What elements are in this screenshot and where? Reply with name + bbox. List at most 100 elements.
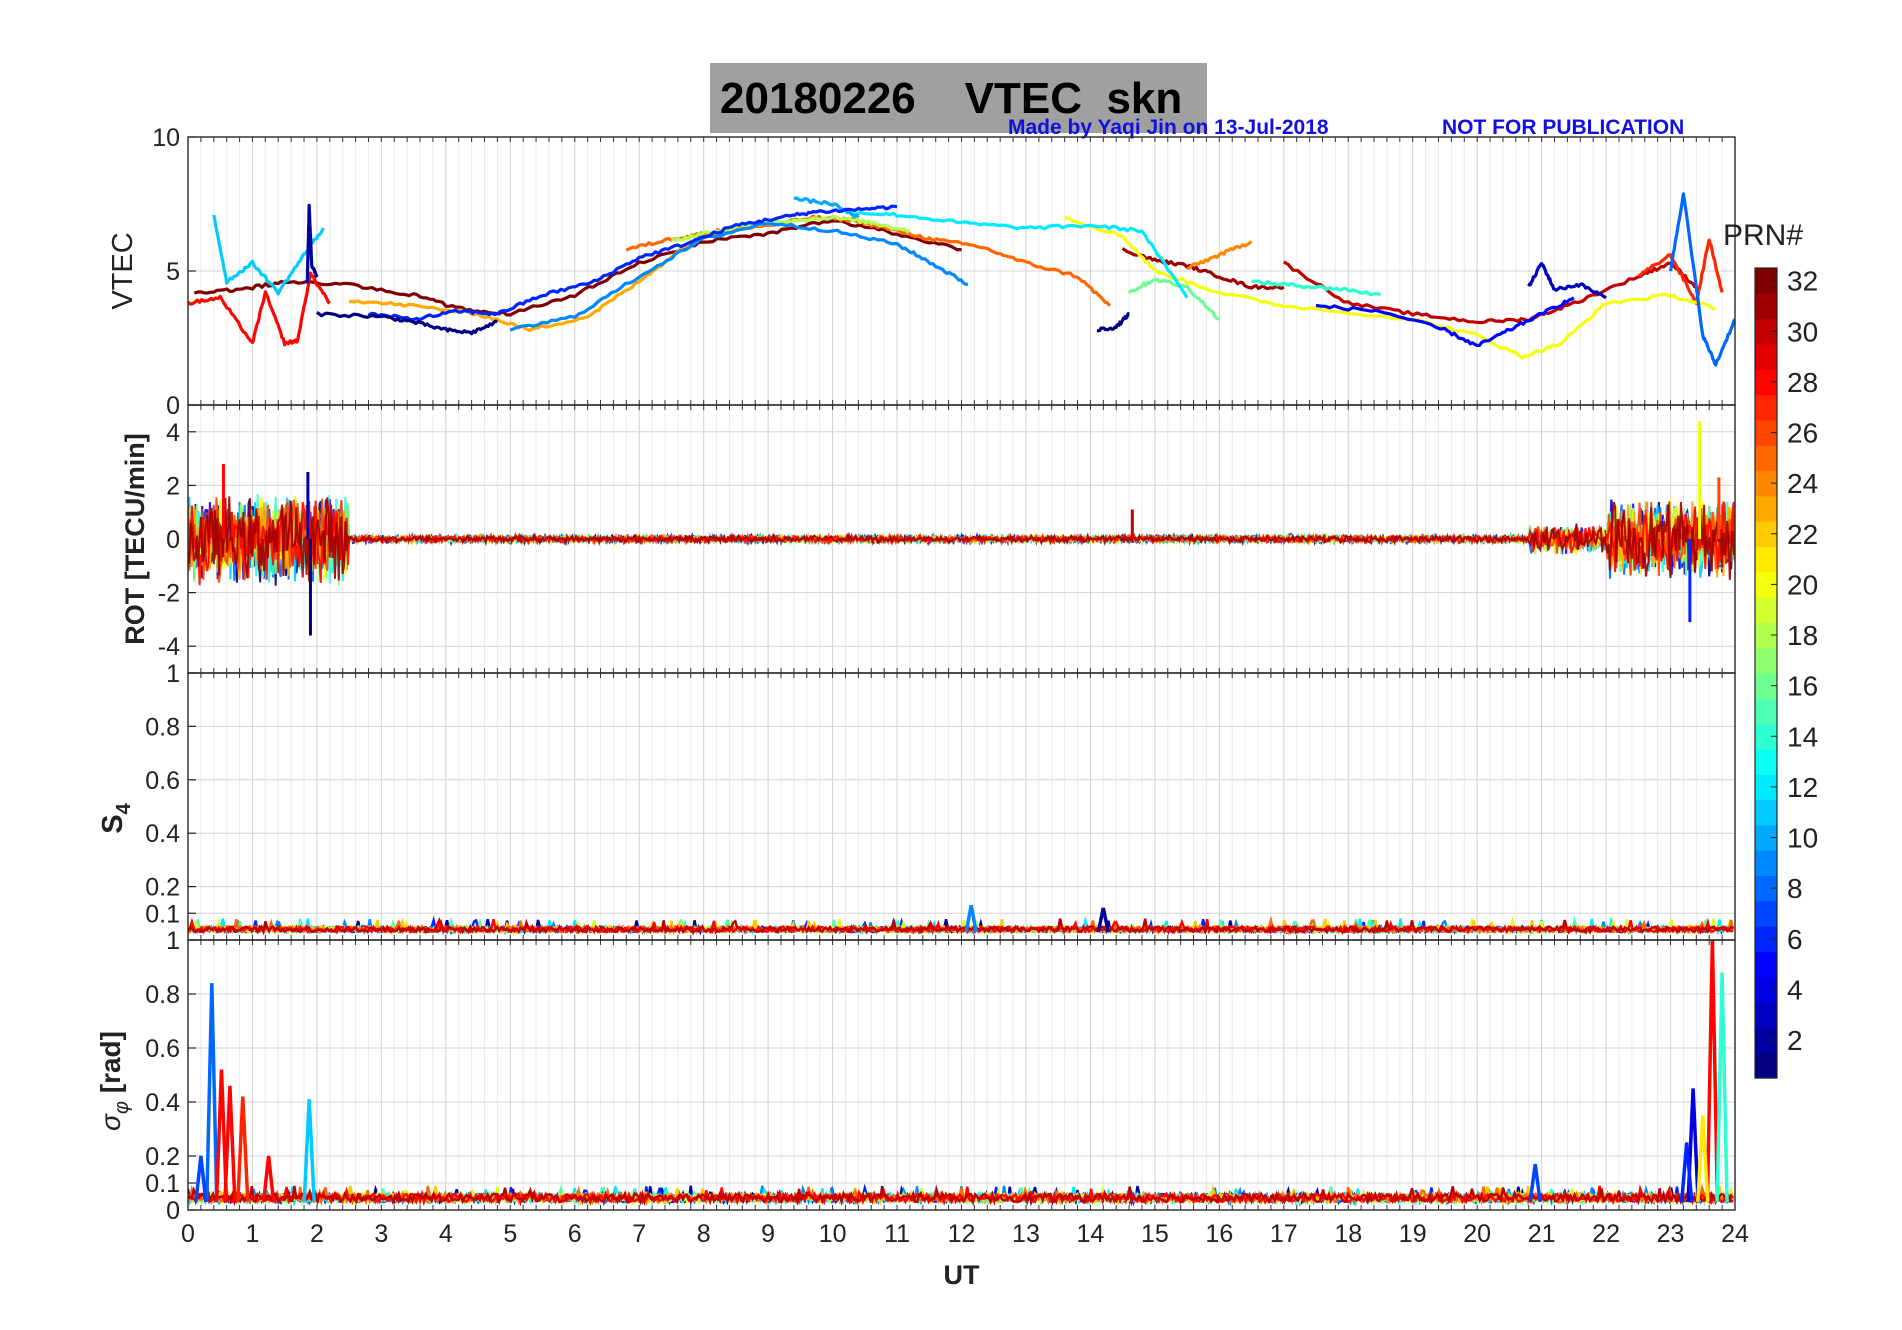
y-tick-label: 1 (166, 927, 180, 955)
x-tick-label: 4 (439, 1220, 453, 1248)
y-tick-label: 0.2 (145, 874, 180, 902)
colorbar-cell (1755, 394, 1777, 421)
colorbar-cell (1755, 875, 1777, 902)
y-tick-label: 0.4 (145, 820, 180, 848)
x-tick-label: 9 (761, 1220, 775, 1248)
chart-title: 20180226 VTEC skn (720, 74, 1183, 123)
colorbar-cell (1755, 799, 1777, 826)
colorbar-tick-label: 24 (1787, 468, 1818, 499)
colorbar-cell (1755, 293, 1777, 320)
axes-frame (187, 939, 1736, 1211)
vtec-series-line (625, 214, 1112, 307)
vtec-series-line (509, 222, 969, 332)
panel-vtec: 0 5 10 VTEC (107, 124, 1736, 420)
y-tick-label: 0 (166, 1197, 180, 1225)
colorbar-cell (1755, 369, 1777, 396)
y-tick-label: 0.4 (145, 1089, 180, 1117)
title-background (710, 63, 1207, 133)
x-tick-label: 5 (503, 1220, 517, 1248)
colorbar-tick-label: 12 (1787, 772, 1818, 803)
x-tick-label: 2 (310, 1220, 324, 1248)
y-tick-label: 0 (166, 392, 180, 420)
colorbar-tick-label: 28 (1787, 367, 1818, 398)
y-tick-label: 1 (166, 660, 180, 688)
colorbar-label: PRN# (1723, 219, 1803, 252)
colorbar-tick-label: 18 (1787, 620, 1818, 651)
colorbar-tick-label: 8 (1787, 873, 1803, 904)
y-tick-label: 0.8 (145, 713, 180, 741)
colorbar-cell (1755, 774, 1777, 801)
panel-rot: -4 -2 0 2 4 ROT [TECU/min] (120, 404, 1736, 674)
vtec-series-line (1186, 240, 1253, 270)
colorbar-cell (1755, 1002, 1777, 1028)
data-layer (188, 904, 1735, 937)
vtec-series-line (305, 203, 319, 284)
colorbar-cell (1755, 622, 1777, 649)
sigma_phi-spike (1528, 1163, 1542, 1203)
x-tick-label: 22 (1592, 1220, 1620, 1248)
x-tick-label: 20 (1463, 1220, 1491, 1248)
colorbar-cell (1755, 597, 1777, 623)
colorbar-tick-label: 22 (1787, 519, 1818, 550)
x-tick-label: 16 (1205, 1220, 1233, 1248)
vtec-series-line (671, 214, 911, 242)
sigma_phi-series-line (188, 1184, 1734, 1207)
colorbar-cell (1755, 647, 1777, 674)
x-axis-label: UT (944, 1260, 980, 1290)
x-tick-label: 12 (948, 1220, 976, 1248)
y-tick-label: 0.1 (145, 900, 180, 928)
colorbar-cell (1755, 673, 1777, 699)
publication-notice: NOT FOR PUBLICATION (1442, 116, 1685, 139)
y-axis-label: S4 (97, 802, 135, 833)
vtec-series-line (844, 209, 1189, 299)
y-tick-label: 4 (166, 419, 180, 447)
colorbar-tick-label: 16 (1787, 671, 1818, 702)
y-tick-label: 0.8 (145, 981, 180, 1009)
colorbar-cell (1755, 850, 1777, 877)
y-tick-label: -4 (158, 633, 180, 661)
sigma_phi-spike (205, 983, 219, 1202)
colorbar-cell (1755, 445, 1777, 472)
sigma_phi-spike (302, 1099, 316, 1202)
s4-series-line (188, 917, 1734, 936)
x-tick-label: 7 (632, 1220, 646, 1248)
colorbar-tick-label: 26 (1787, 418, 1818, 449)
s4-spike (964, 904, 978, 933)
x-tick-label: 14 (1077, 1220, 1105, 1248)
y-axis-label: ROT [TECU/min] (120, 433, 150, 644)
colorbar-cell (1755, 926, 1777, 953)
x-tick-label: 0 (181, 1220, 195, 1248)
panel-s4: 0.10.2 0.4 0.6 0.8 1 S4 (97, 660, 1736, 941)
colorbar-cell (1755, 546, 1777, 573)
colorbar-cell (1755, 318, 1777, 345)
sigma_phi-spike (214, 1069, 229, 1202)
x-tick-label: 21 (1528, 1220, 1556, 1248)
colorbar-tick-label: 4 (1787, 974, 1803, 1005)
colorbar-cell (1755, 1027, 1777, 1054)
sigma_phi-spike (194, 1155, 208, 1203)
y-axis-label: VTEC (107, 232, 139, 309)
y-tick-label: 5 (166, 258, 180, 286)
data-layer (188, 421, 1735, 636)
vtec-series-line (1096, 312, 1130, 333)
y-axis-label: σφ [rad] (95, 1031, 133, 1131)
x-tick-label: 8 (697, 1220, 711, 1248)
vtec-series-line (1315, 296, 1575, 348)
x-tick-label: 19 (1399, 1220, 1427, 1248)
sigma_phi-spike (236, 1096, 250, 1202)
colorbar-cell (1755, 571, 1777, 598)
colorbar-frame (1754, 267, 1778, 1079)
colorbar-tick-label: 6 (1787, 924, 1803, 955)
y-tick-label: 0.2 (145, 1143, 180, 1171)
sigma_phi-spike (1715, 972, 1729, 1202)
sigma_phi-spike (223, 1085, 237, 1202)
colorbar-tick-label: 30 (1787, 316, 1818, 347)
x-tick-label: 10 (819, 1220, 847, 1248)
author-credit: Made by Yaqi Jin on 13-Jul-2018 (1008, 116, 1329, 139)
colorbar-cell (1755, 1052, 1777, 1079)
colorbar-cell (1755, 343, 1777, 370)
x-tick-label: 18 (1334, 1220, 1362, 1248)
x-tick-label: 13 (1012, 1220, 1040, 1248)
colorbar-cell (1755, 900, 1777, 927)
